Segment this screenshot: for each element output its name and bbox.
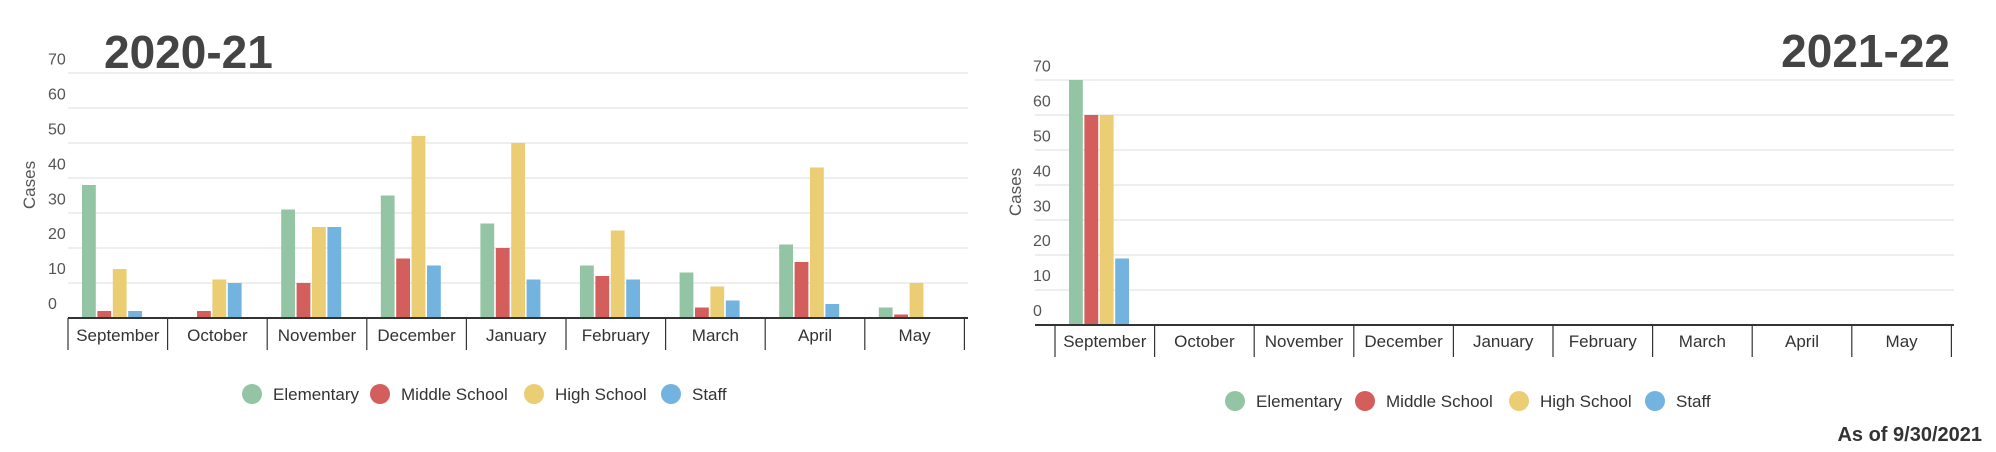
y-tick-label: 40 bbox=[1033, 163, 1051, 180]
x-tick-label: November bbox=[1265, 332, 1344, 351]
bar-middle-school-april bbox=[794, 262, 809, 318]
bar-middle-school-september bbox=[97, 311, 112, 318]
bar-high-school-december bbox=[411, 136, 426, 318]
bar-high-school-may bbox=[909, 283, 924, 318]
legend-swatch-middle-school bbox=[370, 384, 390, 404]
x-tick-label: February bbox=[582, 326, 651, 345]
legend-swatch-elementary bbox=[242, 384, 262, 404]
legend-label-middle-school: Middle School bbox=[401, 385, 508, 404]
y-tick-label: 0 bbox=[48, 296, 57, 313]
bar-staff-november bbox=[327, 227, 342, 318]
y-tick-label: 60 bbox=[1033, 94, 1051, 111]
x-tick-label: October bbox=[187, 326, 248, 345]
x-tick-label: September bbox=[76, 326, 159, 345]
legend-swatch-high-school bbox=[1509, 391, 1529, 411]
bar-high-school-april bbox=[810, 167, 824, 318]
y-tick-label: 20 bbox=[48, 226, 66, 243]
chart-2020-21: 2020-21 Cases 0 10 20 30 40 50 60 70 September Octo… bbox=[20, 26, 968, 404]
x-tick-label: December bbox=[1364, 332, 1443, 351]
bar-high-school-february bbox=[610, 230, 625, 318]
legend-label-middle-school: Middle School bbox=[1386, 392, 1493, 411]
y-tick-label: 30 bbox=[1033, 198, 1051, 215]
bar-middle-school-december bbox=[396, 258, 410, 318]
legend-swatch-high-school bbox=[524, 384, 544, 404]
x-tick-label: October bbox=[1174, 332, 1235, 351]
y-axis-label: Cases bbox=[1006, 168, 1025, 216]
x-tick-label: December bbox=[377, 326, 456, 345]
legend-label-elementary: Elementary bbox=[1256, 392, 1342, 411]
bar-high-school-november bbox=[312, 227, 326, 318]
bar-elementary-may bbox=[878, 307, 893, 318]
y-tick-label: 30 bbox=[48, 191, 66, 208]
x-tick-label: February bbox=[1569, 332, 1638, 351]
x-tick-label: November bbox=[278, 326, 357, 345]
bar-staff-april bbox=[825, 304, 840, 318]
y-tick-label: 10 bbox=[48, 261, 66, 278]
legend-swatch-staff bbox=[1645, 391, 1665, 411]
y-tick-label: 50 bbox=[48, 122, 66, 139]
x-tick-label: April bbox=[798, 326, 832, 345]
bar-elementary-september bbox=[1069, 80, 1083, 325]
bar-elementary-february bbox=[580, 265, 594, 318]
y-tick-label: 50 bbox=[1033, 129, 1051, 146]
bar-elementary-september bbox=[82, 185, 96, 318]
bar-elementary-november bbox=[281, 209, 295, 318]
y-axis-label: Cases bbox=[20, 161, 39, 209]
bar-middle-school-march bbox=[695, 307, 709, 318]
chart-2021-22: 2021-22 Cases 0 10 20 30 40 50 60 70 September Octo… bbox=[1006, 25, 1954, 411]
bar-high-school-january bbox=[511, 143, 525, 318]
y-tick-label: 70 bbox=[48, 52, 66, 69]
bar-staff-march bbox=[725, 300, 740, 318]
legend-label-high-school: High School bbox=[1540, 392, 1632, 411]
bar-high-school-september bbox=[1099, 115, 1114, 325]
x-tick-label: January bbox=[1473, 332, 1534, 351]
bar-elementary-january bbox=[480, 223, 495, 318]
bar-elementary-april bbox=[779, 244, 793, 318]
y-tick-label: 40 bbox=[48, 156, 66, 173]
bar-middle-school-january bbox=[495, 248, 510, 318]
legend-swatch-middle-school bbox=[1355, 391, 1375, 411]
x-tick-label: April bbox=[1785, 332, 1819, 351]
legend-label-staff: Staff bbox=[1676, 392, 1711, 411]
bar-staff-january bbox=[526, 279, 541, 318]
y-tick-label: 60 bbox=[48, 87, 66, 104]
legend-label-staff: Staff bbox=[692, 385, 727, 404]
bar-elementary-march bbox=[679, 272, 694, 318]
y-tick-label: 10 bbox=[1033, 268, 1051, 285]
as-of-note: As of 9/30/2021 bbox=[1837, 424, 1982, 446]
bar-middle-school-may bbox=[894, 314, 908, 318]
bar-middle-school-november bbox=[296, 283, 311, 318]
x-tick-label: March bbox=[1679, 332, 1726, 351]
y-tick-label: 0 bbox=[1033, 303, 1042, 320]
y-tick-label: 20 bbox=[1033, 233, 1051, 250]
bar-high-school-march bbox=[710, 286, 725, 318]
bar-elementary-december bbox=[380, 195, 395, 318]
chart-title: 2021-22 bbox=[1781, 25, 1950, 77]
x-tick-label: May bbox=[1886, 332, 1919, 351]
x-tick-label: March bbox=[692, 326, 739, 345]
bar-high-school-september bbox=[112, 269, 127, 318]
y-tick-label: 70 bbox=[1033, 59, 1051, 76]
bar-staff-december bbox=[427, 265, 441, 318]
x-tick-label: May bbox=[899, 326, 932, 345]
bar-high-school-october bbox=[212, 279, 227, 318]
bar-staff-september bbox=[1115, 258, 1129, 325]
x-tick-label: September bbox=[1063, 332, 1146, 351]
bar-middle-school-october bbox=[197, 311, 211, 318]
bar-staff-february bbox=[626, 279, 640, 318]
bar-middle-school-february bbox=[595, 276, 610, 318]
bar-staff-september bbox=[128, 311, 142, 318]
bar-middle-school-september bbox=[1084, 115, 1099, 325]
legend-label-high-school: High School bbox=[555, 385, 647, 404]
chart-title: 2020-21 bbox=[104, 26, 273, 78]
legend-swatch-staff bbox=[661, 384, 681, 404]
legend-swatch-elementary bbox=[1225, 391, 1245, 411]
bar-staff-october bbox=[227, 283, 242, 318]
x-tick-label: January bbox=[486, 326, 547, 345]
legend-label-elementary: Elementary bbox=[273, 385, 359, 404]
